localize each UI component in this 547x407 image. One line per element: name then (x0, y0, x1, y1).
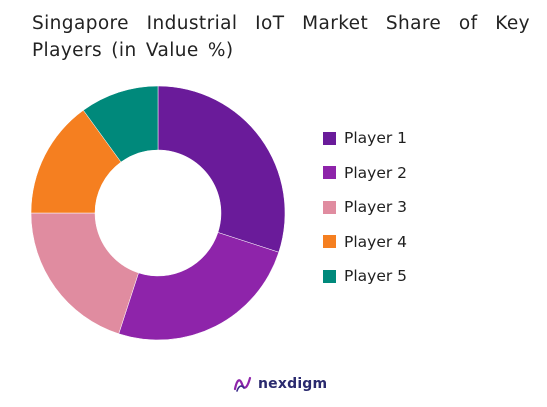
legend-item-4: Player 4 (323, 225, 407, 260)
legend-swatch-4 (323, 235, 336, 249)
legend-item-3: Player 3 (323, 190, 407, 225)
donut-slice-3 (30, 212, 139, 335)
donut-slice-1 (157, 85, 286, 253)
legend-swatch-2 (323, 166, 336, 180)
legend-label-2: Player 2 (344, 163, 408, 182)
legend-label-4: Player 4 (344, 232, 408, 251)
legend-swatch-3 (323, 200, 336, 214)
legend-label-5: Player 5 (344, 267, 408, 286)
donut-slice-5 (83, 85, 159, 163)
nexdigm-logo-icon (233, 376, 252, 392)
legend-item-5: Player 5 (323, 259, 407, 294)
brand-footer: nexdigm (233, 375, 327, 393)
legend-label-3: Player 3 (344, 198, 408, 217)
chart-title: Singapore Industrial IoT Market Share of… (32, 13, 530, 61)
legend-swatch-5 (323, 269, 336, 283)
chart-legend: Player 1 Player 2 Player 3 Player 4 Player 5 (323, 121, 407, 294)
legend-swatch-1 (323, 131, 336, 145)
donut-slice-2 (118, 232, 280, 341)
legend-item-2: Player 2 (323, 156, 407, 191)
brand-name: nexdigm (258, 376, 328, 392)
legend-item-1: Player 1 (323, 121, 407, 156)
legend-label-1: Player 1 (344, 129, 408, 148)
